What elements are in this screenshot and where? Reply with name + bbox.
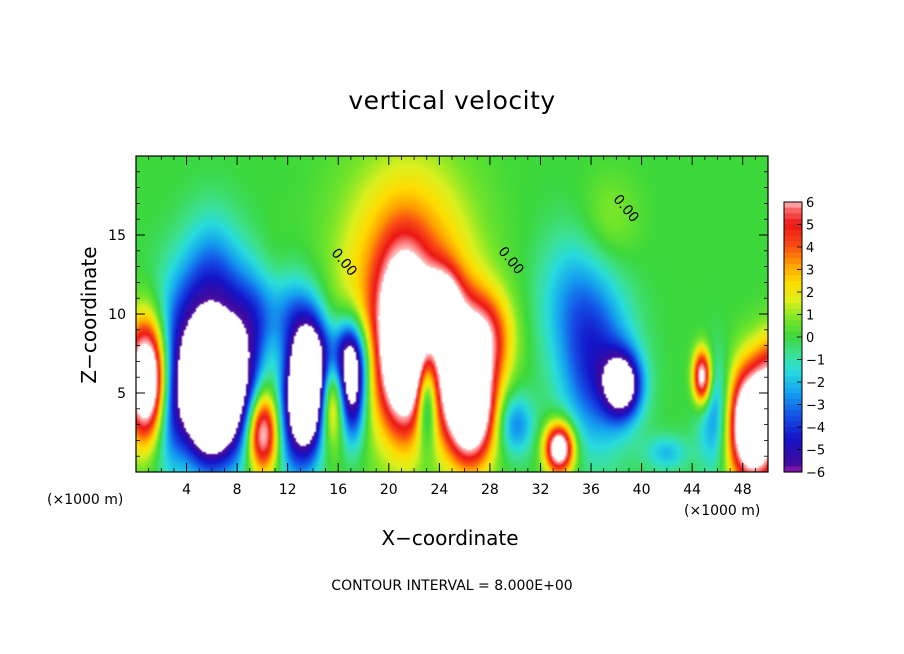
colorbar-tick-label: −6: [806, 466, 825, 481]
colorbar-segment: [784, 252, 802, 259]
colorbar-segment: [784, 376, 802, 383]
x-tick-label: 40: [633, 482, 651, 498]
plot-area: [136, 156, 768, 472]
x-tick-label: 16: [329, 482, 347, 498]
colorbar-tick-label: −3: [806, 399, 825, 414]
colorbar-tick-label: 2: [806, 286, 814, 301]
colorbar-segment: [784, 224, 802, 231]
colorbar-segment: [784, 398, 802, 406]
x-tick-label: 36: [582, 482, 600, 498]
colorbar-segment: [784, 303, 802, 310]
colorbar-segment: [784, 410, 802, 417]
colorbar-tick-label: 3: [806, 264, 814, 279]
colorbar-tick-label: 5: [806, 219, 814, 234]
colorbar-segment: [784, 438, 802, 445]
colorbar-tick-label: 1: [806, 309, 814, 324]
colorbar-tick-label: −5: [806, 444, 825, 459]
x-tick-label: 8: [233, 482, 242, 498]
y-axis-label: Z−coordinate: [77, 246, 101, 384]
x-tick-label: 48: [734, 482, 752, 498]
colorbar-segment: [784, 382, 802, 389]
colorbar-segment: [784, 359, 802, 366]
colorbar-segment: [784, 342, 802, 349]
colorbar-tick-label: 0: [806, 331, 814, 346]
colorbar-segment: [784, 432, 802, 439]
colorbar-segment: [784, 308, 802, 316]
colorbar-segment: [784, 449, 802, 456]
x-tick-label: 32: [532, 482, 550, 498]
colorbar-segment: [784, 297, 802, 304]
colorbar: 6 5 4 3 2 1 0 −1 −2 −3 −4 −5 −6: [783, 196, 825, 481]
colorbar-segment: [784, 421, 802, 428]
colorbar-segment: [784, 370, 802, 377]
y-tick-label: 10: [108, 307, 126, 323]
colorbar-segment: [784, 466, 802, 473]
y-axis-ticks: 5 10 15: [108, 171, 768, 457]
x-tick-label: 20: [380, 482, 398, 498]
x-tick-label: 12: [279, 482, 297, 498]
colorbar-segment: [784, 353, 802, 361]
colorbar-tick-label: −4: [806, 421, 825, 436]
heatmap-image: [136, 156, 768, 472]
colorbar-segment: [784, 247, 802, 254]
colorbar-segment: [784, 280, 802, 287]
x-unit-left: (×1000 m): [47, 492, 124, 508]
x-tick-label: 28: [481, 482, 499, 498]
colorbar-segment: [784, 393, 802, 400]
x-unit-right: (×1000 m): [684, 503, 761, 519]
contour-interval-note: CONTOUR INTERVAL = 8.000E+00: [331, 578, 573, 594]
colorbar-tick-label: 6: [806, 196, 814, 211]
colorbar-segment: [784, 292, 802, 299]
colorbar-segment: [784, 314, 802, 321]
colorbar-segment: [784, 404, 802, 411]
colorbar-segment: [784, 348, 802, 355]
colorbar-segment: [784, 235, 802, 242]
colorbar-segment: [784, 269, 802, 276]
colorbar-segment: [784, 460, 802, 467]
colorbar-segment: [784, 286, 802, 293]
colorbar-segment: [784, 331, 802, 338]
x-tick-label: 4: [182, 482, 191, 498]
chart-title: vertical velocity: [348, 86, 556, 115]
colorbar-segment: [784, 207, 802, 214]
colorbar-segment: [784, 263, 802, 271]
colorbar-tick-label: −1: [806, 354, 825, 369]
colorbar-tick-label: −2: [806, 376, 825, 391]
x-tick-label: 44: [683, 482, 701, 498]
colorbar-segment: [784, 258, 802, 265]
colorbar-segment: [784, 455, 802, 462]
x-axis-label: X−coordinate: [381, 526, 519, 550]
colorbar-segment: [784, 275, 802, 282]
colorbar-segment: [784, 218, 802, 226]
colorbar-segment: [784, 427, 802, 434]
x-axis-ticks: 4 8 12 16 20 24 28 32 36 40 44 48: [148, 156, 756, 498]
colorbar-segment: [784, 241, 802, 248]
colorbar-segment: [784, 202, 802, 209]
colorbar-segment: [784, 443, 802, 451]
y-tick-label: 15: [108, 228, 126, 244]
colorbar-segment: [784, 337, 802, 344]
colorbar-segment: [784, 230, 802, 237]
colorbar-tick-label: 4: [806, 241, 814, 256]
colorbar-segment: [784, 365, 802, 372]
y-tick-label: 5: [117, 386, 126, 402]
colorbar-segment: [784, 213, 802, 220]
x-tick-label: 24: [430, 482, 448, 498]
colorbar-segment: [784, 320, 802, 327]
colorbar-segment: [784, 387, 802, 394]
colorbar-segment: [784, 415, 802, 422]
colorbar-segment: [784, 325, 802, 332]
